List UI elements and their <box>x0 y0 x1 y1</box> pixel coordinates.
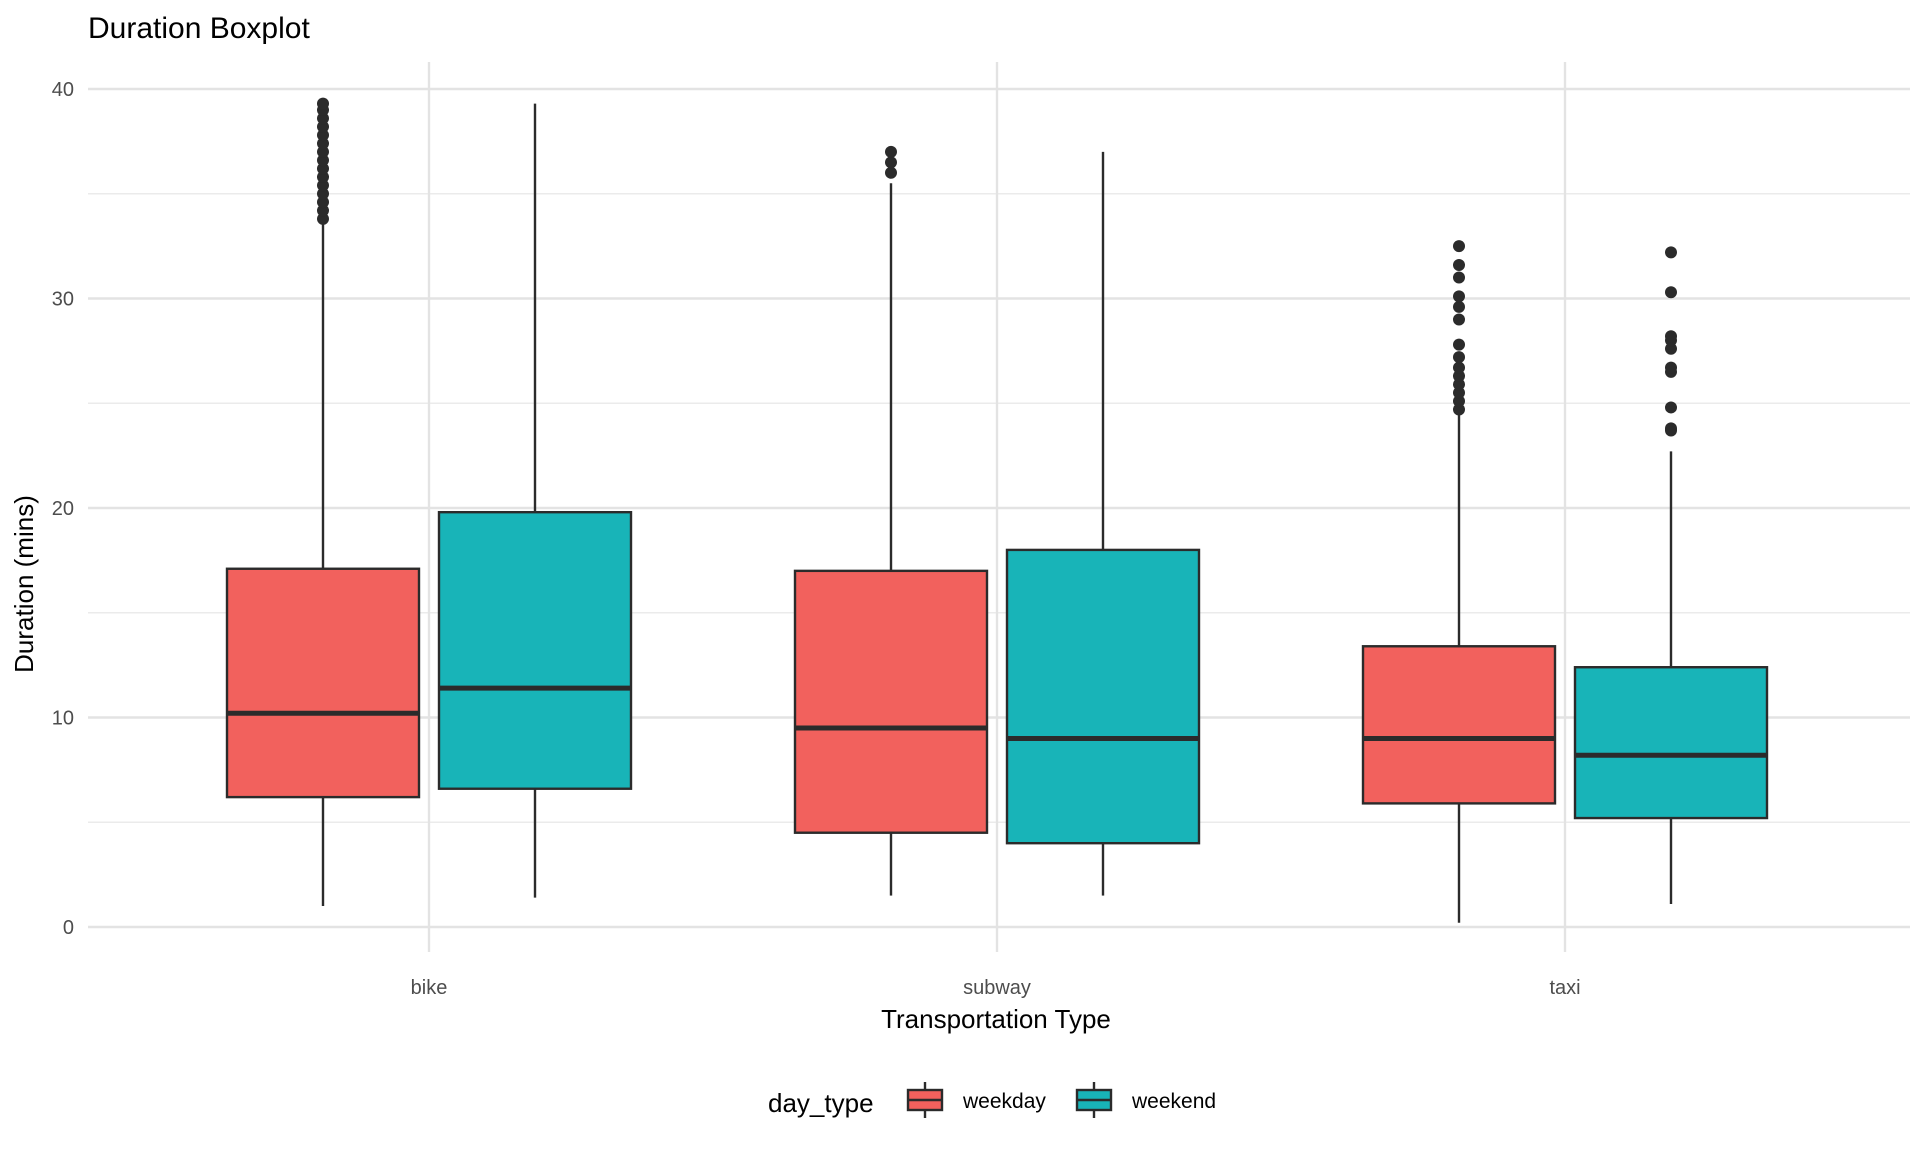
outlier-point <box>1453 338 1465 351</box>
legend-key-weekend <box>1075 1082 1113 1118</box>
outlier-point <box>1453 351 1465 364</box>
box-bike-weekday <box>225 97 421 907</box>
x-tick-label: subway <box>963 977 1031 999</box>
outlier-point <box>317 154 329 167</box>
box-rect <box>225 567 421 799</box>
legend: day_type weekday weekend <box>768 1082 1216 1118</box>
outlier-point <box>1665 286 1677 299</box>
outlier-point <box>885 145 897 158</box>
outlier-point <box>1665 330 1677 343</box>
box-rect <box>1361 645 1557 805</box>
box-taxi-weekday <box>1361 240 1557 923</box>
legend-label: weekend <box>1131 1090 1216 1113</box>
outlier-point <box>317 179 329 192</box>
outlier-point <box>1665 246 1677 259</box>
outlier-point <box>1453 403 1465 416</box>
outlier-point <box>1453 370 1465 383</box>
x-tick-label: taxi <box>1549 977 1580 999</box>
box-rect <box>437 510 633 790</box>
x-tick-label: bike <box>411 977 448 999</box>
legend-label: weekday <box>962 1090 1046 1113</box>
outlier-point <box>885 166 897 179</box>
outlier-point <box>885 156 897 169</box>
x-axis-title: Transportation Type <box>881 1004 1111 1034</box>
outlier-point <box>317 204 329 217</box>
outlier-point <box>317 120 329 133</box>
outlier-point <box>317 145 329 158</box>
box-bike-weekend <box>437 103 633 898</box>
box-rect <box>1005 548 1201 845</box>
outlier-point <box>1665 342 1677 355</box>
y-tick-label: 30 <box>52 289 74 311</box>
chart-title: Duration Boxplot <box>88 12 310 45</box>
box-taxi-weekend <box>1573 246 1769 904</box>
x-axis: bike subway taxi <box>411 977 1581 999</box>
y-axis: 0 10 20 30 40 <box>52 79 74 939</box>
box-rect <box>1573 666 1769 820</box>
outlier-point <box>1665 401 1677 414</box>
outlier-point <box>1453 361 1465 374</box>
outlier-point <box>1665 422 1677 435</box>
outlier-point <box>1453 271 1465 284</box>
outlier-point <box>1453 378 1465 391</box>
boxplots <box>225 97 1769 923</box>
outlier-point <box>317 162 329 175</box>
outlier-point <box>317 112 329 125</box>
outlier-point <box>1453 386 1465 399</box>
outlier-point <box>317 97 329 110</box>
box-subway-weekend <box>1005 151 1201 896</box>
outlier-point <box>1453 240 1465 253</box>
y-tick-label: 20 <box>52 498 74 520</box>
outlier-point <box>317 137 329 150</box>
y-tick-label: 40 <box>52 79 74 101</box>
legend-key-weekday <box>906 1082 944 1118</box>
legend-title: day_type <box>768 1088 874 1118</box>
box-subway-weekday <box>793 145 989 896</box>
outlier-point <box>317 212 329 225</box>
y-tick-label: 10 <box>52 708 74 730</box>
outlier-point <box>1453 290 1465 303</box>
outlier-point <box>1453 300 1465 313</box>
y-axis-title: Duration (mins) <box>9 495 39 673</box>
outlier-point <box>317 170 329 183</box>
outlier-point <box>1665 361 1677 374</box>
box-rect <box>793 569 989 834</box>
y-tick-label: 0 <box>63 917 74 939</box>
outlier-point <box>317 196 329 209</box>
outlier-point <box>317 129 329 142</box>
outlier-point <box>1453 258 1465 271</box>
outlier-point <box>317 187 329 200</box>
outlier-point <box>1453 395 1465 408</box>
outlier-point <box>1453 313 1465 326</box>
